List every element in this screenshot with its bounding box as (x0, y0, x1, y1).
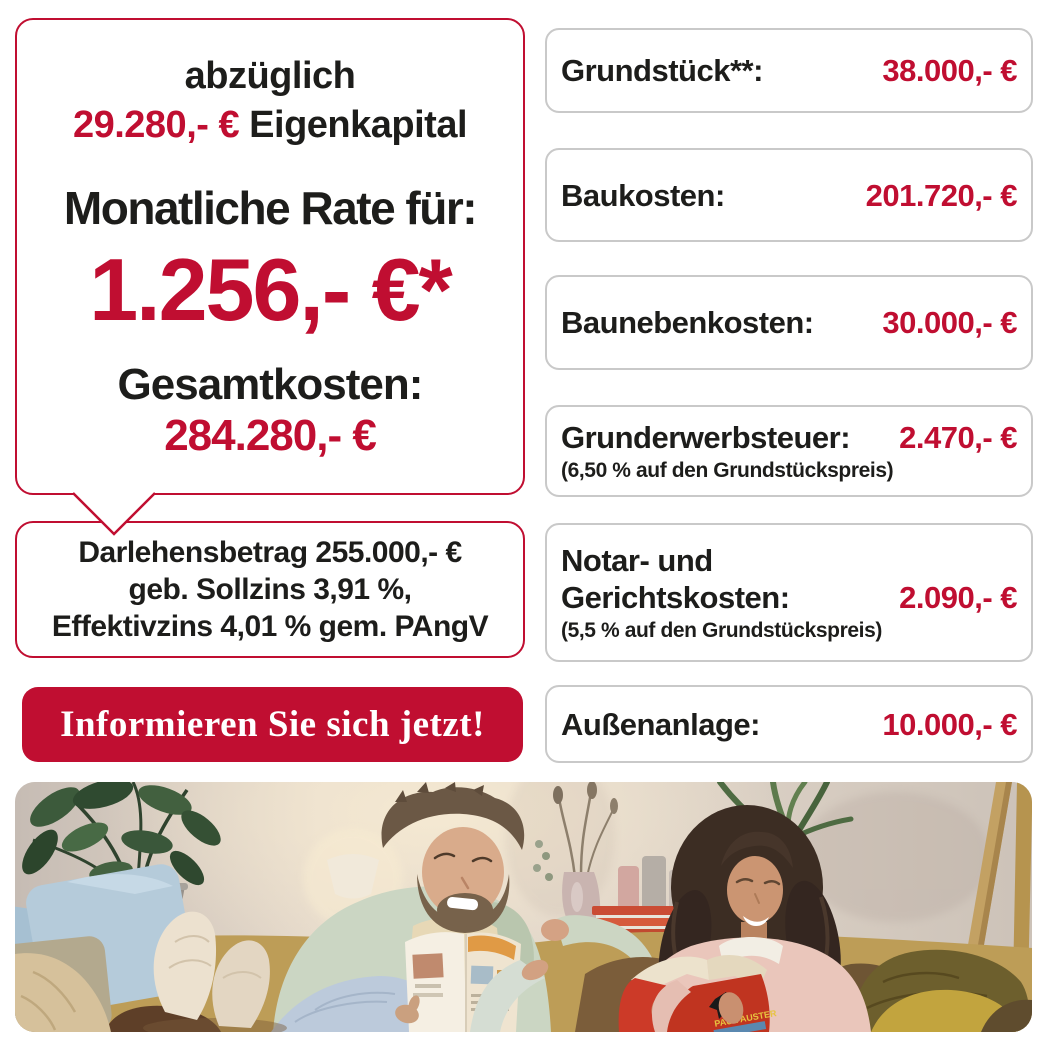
cost-value: 2.090,- € (899, 579, 1017, 615)
cost-label: Notar- und Gerichtskosten: (561, 542, 790, 615)
total-label: Gesamtkosten: (117, 360, 424, 409)
speech-bubble-tail (72, 492, 156, 536)
offer-bubble: abzüglich 29.280,- € Eigenkapital Monatl… (15, 18, 525, 495)
cost-value: 30.000,- € (882, 305, 1017, 340)
cost-label: Grundstück**: (561, 53, 763, 88)
couch-scene-illustration: PAUL AUSTER (15, 782, 1032, 1032)
cost-card-baunebenkosten: Baunebenkosten: 30.000,- € (545, 275, 1033, 370)
cost-value: 38.000,- € (882, 53, 1017, 88)
equity-suffix: Eigenkapital (239, 104, 468, 146)
total-value: 284.280,- € (164, 411, 377, 460)
couple-reading-photo: PAUL AUSTER (15, 782, 1032, 1032)
cost-card-grundstueck: Grundstück**: 38.000,- € (545, 28, 1033, 113)
cta-button[interactable]: Informieren Sie sich jetzt! (22, 687, 523, 762)
cost-label: Baunebenkosten: (561, 305, 814, 340)
rate-label: Monatliche Rate für: (63, 182, 478, 234)
foreground-pillows-icon (15, 953, 1032, 1032)
loan-interest-line: geb. Sollzins 3,91 %, (128, 573, 412, 606)
cost-card-aussenanlage: Außenanlage: 10.000,- € (545, 685, 1033, 763)
cost-card-notar-gericht: Notar- und Gerichtskosten: 2.090,- € (5,… (545, 523, 1033, 662)
cost-label: Grunderwerbsteuer: (561, 419, 851, 455)
equity-line: 29.280,- € Eigenkapital (72, 100, 468, 150)
cost-card-grunderwerbsteuer: Grunderwerbsteuer: 2.470,- € (6,50 % auf… (545, 405, 1033, 497)
loan-amount-line: Darlehensbetrag 255.000,- € (78, 536, 462, 569)
cost-label: Baukosten: (561, 177, 725, 213)
cost-card-baukosten: Baukosten: 201.720,- € (545, 148, 1033, 242)
cost-note: (6,50 % auf den Grundstückspreis) (561, 458, 894, 482)
cost-value: 201.720,- € (865, 177, 1018, 213)
cost-value: 10.000,- € (882, 706, 1017, 742)
equity-amount: 29.280,- € (72, 104, 240, 146)
rate-value: 1.256,- €* (89, 240, 453, 339)
loan-effective-line: Effektivzins 4,01 % gem. PAngV (51, 610, 489, 643)
red-book-icon: PAUL AUSTER (618, 955, 778, 1032)
man-arms-icon (395, 915, 664, 1032)
cost-value: 2.470,- € (899, 419, 1017, 455)
loan-details-box: Darlehensbetrag 255.000,- € geb. Sollzin… (15, 521, 525, 658)
cost-label: Außenanlage: (561, 706, 760, 742)
deduction-label: abzüglich (184, 55, 356, 97)
cost-note: (5,5 % auf den Grundstückspreis) (561, 618, 882, 642)
